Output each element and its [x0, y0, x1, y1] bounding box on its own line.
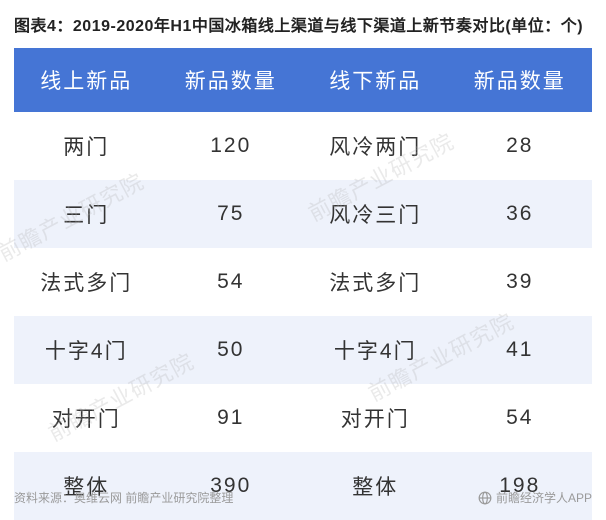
col-online-name: 线上新品 [14, 48, 159, 112]
cell-online-name: 三门 [14, 180, 159, 248]
cell-online-count: 91 [159, 384, 304, 452]
table-row: 两门 120 风冷两门 28 [14, 112, 592, 180]
source-text: 资料来源：奥维云网 前瞻产业研究院整理 [14, 489, 233, 506]
cell-offline-name: 风冷三门 [303, 180, 448, 248]
credit-text: 前瞻经济学人APP [496, 489, 592, 506]
cell-online-count: 54 [159, 248, 304, 316]
table-row: 整体 390 整体 198 [14, 452, 592, 520]
cell-offline-name: 十字4门 [303, 316, 448, 384]
cell-offline-count: 54 [448, 384, 593, 452]
table-row: 十字4门 50 十字4门 41 [14, 316, 592, 384]
table-row: 法式多门 54 法式多门 39 [14, 248, 592, 316]
cell-online-count: 120 [159, 112, 304, 180]
cell-offline-count: 39 [448, 248, 593, 316]
col-offline-count: 新品数量 [448, 48, 593, 112]
cell-online-name: 整体 [14, 452, 159, 520]
cell-offline-count: 198 [448, 452, 593, 520]
figure-title: 图表4：2019-2020年H1中国冰箱线上渠道与线下渠道上新节奏对比(单位：个… [14, 12, 592, 36]
credit-block: 前瞻经济学人APP [478, 489, 592, 506]
table-header-row: 线上新品 新品数量 线下新品 新品数量 [14, 48, 592, 112]
cell-online-count: 50 [159, 316, 304, 384]
globe-icon [478, 491, 492, 505]
figure-footer: 资料来源：奥维云网 前瞻产业研究院整理 前瞻经济学人APP [14, 489, 592, 506]
table-row: 对开门 91 对开门 54 [14, 384, 592, 452]
cell-offline-name: 风冷两门 [303, 112, 448, 180]
cell-offline-count: 36 [448, 180, 593, 248]
cell-online-name: 法式多门 [14, 248, 159, 316]
figure-container: 图表4：2019-2020年H1中国冰箱线上渠道与线下渠道上新节奏对比(单位：个… [0, 0, 606, 520]
cell-online-name: 两门 [14, 112, 159, 180]
col-online-count: 新品数量 [159, 48, 304, 112]
cell-offline-count: 28 [448, 112, 593, 180]
cell-offline-name: 整体 [303, 452, 448, 520]
cell-online-count: 75 [159, 180, 304, 248]
table-row: 三门 75 风冷三门 36 [14, 180, 592, 248]
cell-offline-name: 对开门 [303, 384, 448, 452]
cell-online-name: 对开门 [14, 384, 159, 452]
cell-offline-name: 法式多门 [303, 248, 448, 316]
data-table: 线上新品 新品数量 线下新品 新品数量 两门 120 风冷两门 28 三门 75… [14, 48, 592, 520]
col-offline-name: 线下新品 [303, 48, 448, 112]
cell-online-count: 390 [159, 452, 304, 520]
cell-online-name: 十字4门 [14, 316, 159, 384]
cell-offline-count: 41 [448, 316, 593, 384]
